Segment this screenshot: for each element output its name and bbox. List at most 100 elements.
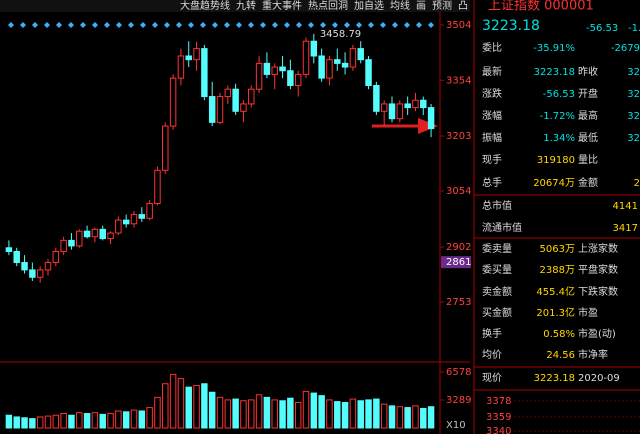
volume-bar: [115, 410, 122, 429]
candle-body: [201, 48, 208, 98]
marker: [164, 22, 170, 28]
marker: [32, 22, 38, 28]
marker: [320, 22, 326, 28]
panel-label: 开盘: [578, 87, 598, 100]
candle-body: [115, 219, 122, 234]
volume-bar: [21, 417, 28, 429]
marker: [140, 22, 146, 28]
candle-body: [240, 103, 247, 112]
candle-body: [248, 88, 255, 105]
candle-body: [13, 250, 20, 264]
toolbar-item: 重大事件: [262, 0, 302, 12]
panel-label: 换手: [482, 327, 502, 340]
toolbar-item: 均线: [390, 0, 410, 12]
panel-label: 2020-09: [578, 373, 620, 384]
panel-value: -35.91%: [533, 43, 575, 54]
candle-body: [60, 239, 67, 252]
toolbar-item: 画: [416, 1, 426, 12]
volume-bar: [122, 411, 130, 429]
volume-bar: [44, 415, 52, 429]
candle-body: [138, 214, 146, 219]
candle-body: [193, 48, 200, 61]
marker: [284, 22, 290, 28]
volume-bar: [29, 418, 36, 429]
marker: [212, 22, 218, 28]
candle-body: [169, 77, 177, 127]
volume-bar: [130, 409, 138, 429]
price-tick-label: 3054: [446, 186, 471, 197]
candle-body: [326, 59, 333, 79]
marker: [260, 22, 266, 28]
marker: [308, 22, 314, 28]
panel-label: 卖金额: [482, 285, 512, 298]
volume-bar: [99, 413, 106, 429]
panel-label: 金额: [578, 176, 598, 189]
volume-bar: [224, 399, 232, 429]
volume-bar: [68, 414, 75, 429]
marker: [368, 22, 374, 28]
candle-body: [21, 262, 28, 271]
candle-body: [216, 96, 224, 123]
panel-label: 最新: [482, 65, 502, 78]
panel-value: -2679: [611, 43, 640, 54]
volume-bar: [302, 390, 310, 429]
volume-bar: [169, 373, 177, 429]
volume-bar: [412, 405, 419, 429]
candle-body: [76, 230, 83, 247]
volume-bar: [107, 413, 114, 429]
candle-body: [287, 70, 294, 86]
panel-label: 现手: [482, 153, 502, 166]
volume-bar: [201, 383, 208, 429]
marker: [428, 22, 434, 28]
toolbar-item: 加自选: [354, 0, 384, 12]
panel-label: 下跌家数: [578, 285, 618, 298]
toolbar: [0, 0, 470, 12]
candle-body: [122, 219, 130, 225]
panel-value: 3417: [613, 223, 638, 234]
panel-label: 昨收: [578, 65, 598, 78]
volume-bar: [138, 410, 146, 429]
marker: [68, 22, 74, 28]
panel-label: 现价: [482, 372, 502, 384]
panel-value: 3223.18: [534, 373, 575, 384]
volume-bar: [365, 399, 372, 429]
volume-bar: [162, 383, 169, 429]
candle-body: [185, 55, 192, 61]
volume-bar: [91, 412, 99, 429]
panel-value: 20674万: [533, 178, 575, 189]
candle-body: [5, 247, 13, 252]
marker: [236, 22, 242, 28]
panel-value: 319180: [537, 155, 575, 166]
panel-value: 4141: [613, 201, 638, 212]
volume-bar: [185, 386, 192, 429]
panel-label: 委比: [482, 41, 502, 54]
marker: [356, 22, 362, 28]
volume-bar: [216, 396, 224, 429]
marker: [272, 22, 278, 28]
panel-label: 最低: [578, 131, 598, 144]
panel-value: 32: [627, 89, 640, 100]
price-tick-label: 3203: [446, 131, 471, 142]
panel-value: 32: [627, 111, 640, 122]
volume-bar: [255, 394, 263, 429]
marker: [248, 22, 254, 28]
volume-bar: [310, 392, 318, 429]
panel-label: 市盈(动): [578, 327, 616, 340]
current-level-box: [441, 256, 471, 269]
candle-body: [44, 262, 52, 271]
panel-change: -56.53: [586, 23, 618, 34]
volume-bar: [13, 416, 20, 429]
panel-value: 24.56: [546, 350, 575, 361]
candle-body: [294, 73, 302, 86]
price-tick-label: 2902: [446, 242, 471, 253]
marker: [8, 22, 14, 28]
candle-body: [263, 62, 271, 75]
marker: [296, 22, 302, 28]
current-level-label: 2861: [446, 257, 471, 268]
panel-value: 32: [627, 67, 640, 78]
panel-value: 1.34%: [543, 133, 575, 144]
marker: [344, 22, 350, 28]
marker: [224, 22, 230, 28]
volume-bar: [263, 396, 271, 429]
volume-bar: [404, 407, 411, 429]
